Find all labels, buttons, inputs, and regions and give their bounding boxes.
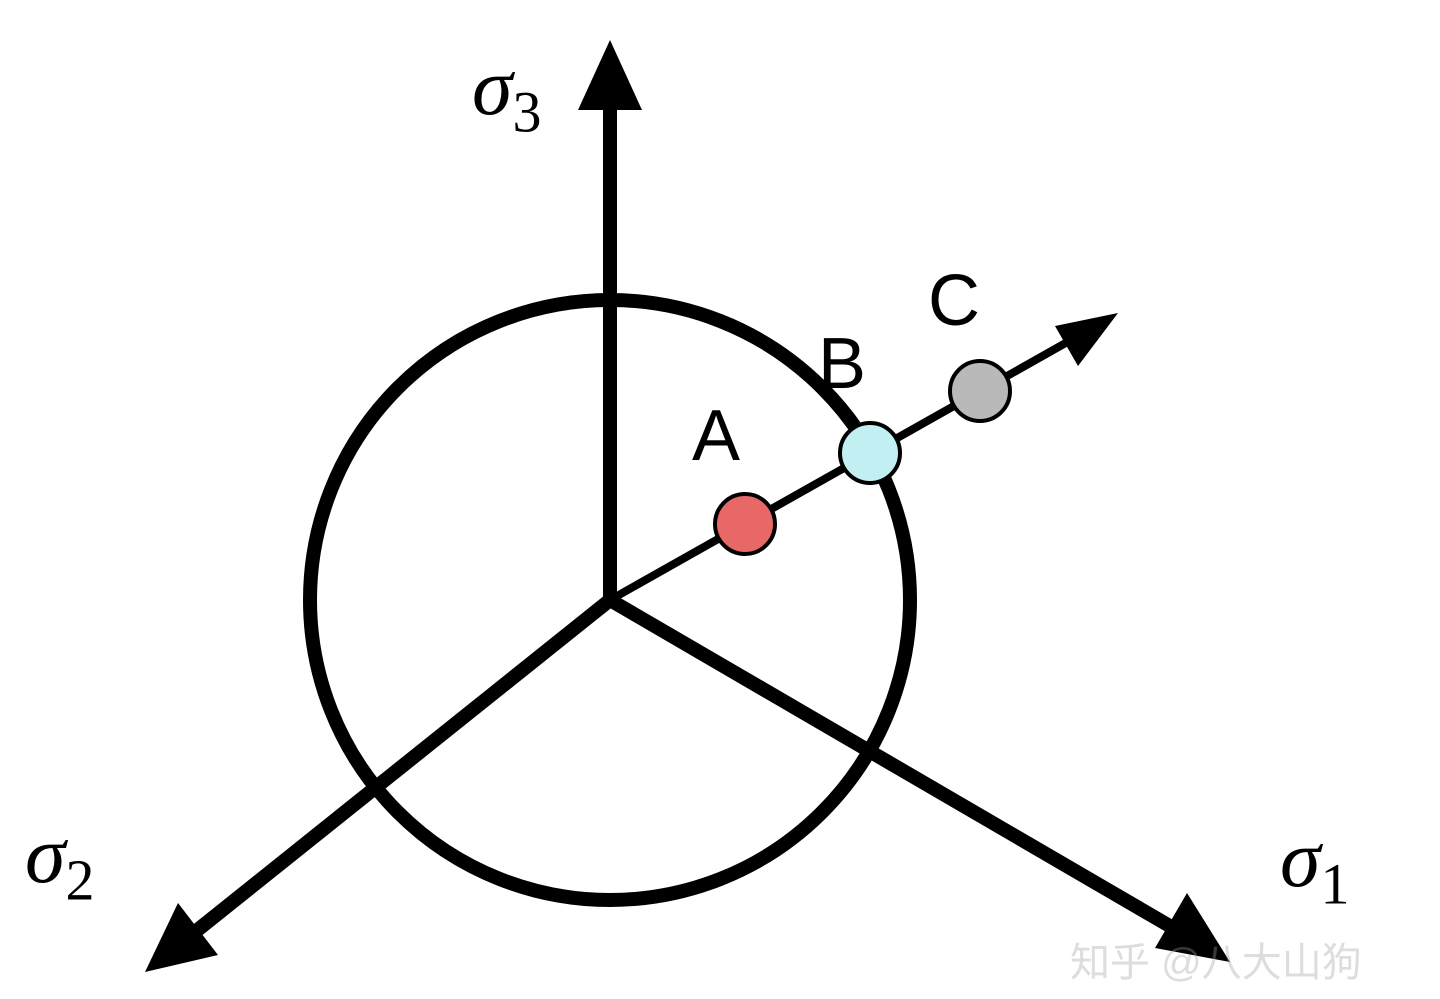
- diagram-svg: [0, 0, 1440, 999]
- label-sigma2-sub: 2: [65, 847, 94, 912]
- point-a: [715, 494, 775, 554]
- point-c: [950, 361, 1010, 421]
- label-sigma3: σ3: [472, 40, 541, 145]
- axis-sigma3-arrow: [578, 40, 642, 110]
- label-sigma2-sym: σ: [25, 809, 65, 900]
- label-sigma3-sym: σ: [472, 41, 512, 132]
- label-sigma1-sub: 1: [1320, 851, 1349, 916]
- label-sigma3-sub: 3: [512, 79, 541, 144]
- point-b: [840, 423, 900, 483]
- label-sigma1: σ1: [1280, 812, 1349, 917]
- label-point-b: B: [818, 323, 866, 405]
- label-sigma2: σ2: [25, 808, 94, 913]
- axis-sigma2: [195, 600, 610, 932]
- label-point-a: A: [692, 395, 740, 477]
- watermark-text: 知乎 @八大山狗: [1070, 930, 1362, 988]
- label-sigma1-sym: σ: [1280, 813, 1320, 904]
- ray-arrow: [1055, 313, 1118, 366]
- axis-sigma2-arrow: [145, 903, 218, 972]
- label-point-c: C: [928, 260, 980, 342]
